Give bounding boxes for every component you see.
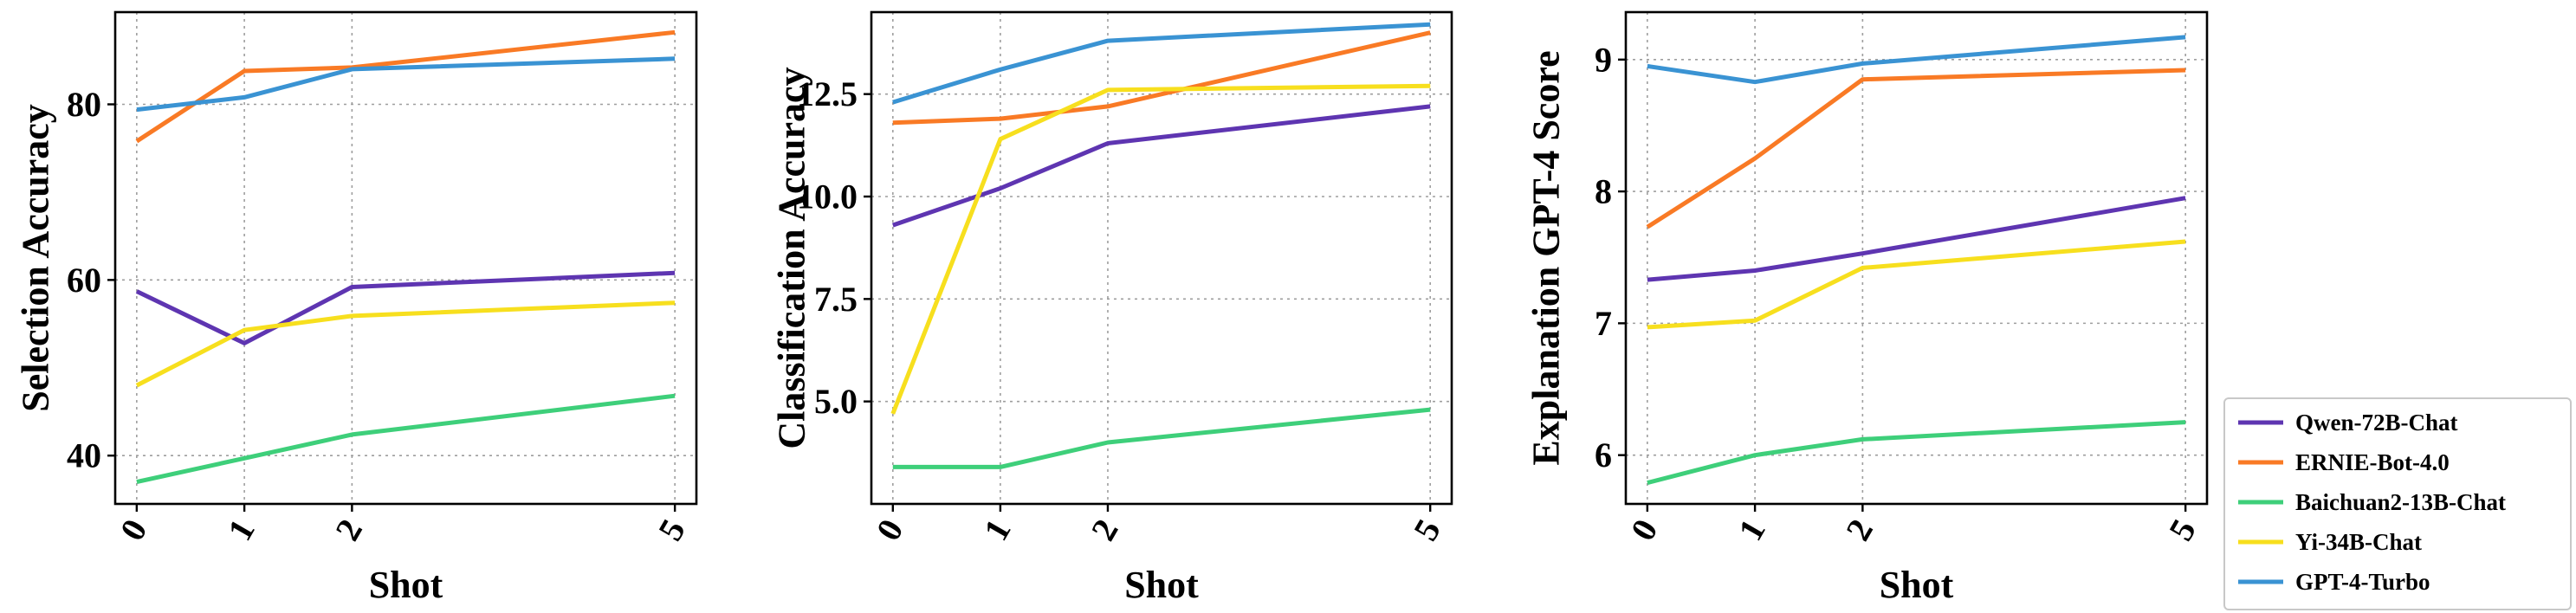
legend: Qwen-72B-Chat ERNIE-Bot-4.0 Baichuan2-13B-… [2223,397,2572,610]
legend-box [2223,397,2572,610]
x-axis-title: Shot [1124,564,1199,606]
series-line-yi-34b-chat [1647,239,2186,330]
x-tick-label: 5 [1406,513,1448,547]
plot-frame [1624,10,2209,506]
plot-frame [870,10,1453,506]
x-axis-title: Shot [369,564,443,606]
x-tick-label: 2 [327,513,370,547]
y-axis-title: Selection Accuracy [15,104,57,412]
x-tick-label: 5 [2161,513,2204,547]
chart-panel-3: 0 1 2 5 6 7 8 9 Shot Explanation GPT-4 Score [1525,10,2209,606]
x-tick-label: 0 [113,513,155,547]
y-tick-label: 8 [1595,172,1612,211]
y-tick-label: 80 [67,85,101,124]
plot-frame [113,10,698,506]
series-line-ernie-bot-4-0 [1646,68,2186,229]
y-tick-label: 10.0 [797,177,858,216]
series-line-baichuan2-13b-chat [892,407,1431,469]
series-line-gpt-4-turbo [136,56,676,113]
y-tick-label: 12.5 [797,74,858,113]
y-tick-label: 7.5 [814,280,858,319]
x-tick-label: 0 [1623,513,1666,547]
series-line-gpt-4-turbo [892,22,1431,105]
series-line-baichuan2-13b-chat [1647,420,2186,486]
series-line-gpt-4-turbo [1647,35,2186,85]
y-axis-title: Explanation GPT-4 Score [1525,50,1568,465]
y-tick-label: 60 [67,261,101,300]
series-line-yi-34b-chat [135,300,676,388]
series-line-qwen-72b-chat [891,104,1431,228]
series-line-baichuan2-13b-chat [136,393,676,485]
series-line-yi-34b-chat [890,83,1431,415]
legend-label: Yi-34B-Chat [2295,529,2422,555]
y-tick-label: 5.0 [814,382,858,421]
legend-label: Qwen-72B-Chat [2295,410,2458,436]
y-tick-label: 7 [1595,304,1612,343]
y-tick-label: 6 [1595,436,1612,474]
legend-label: Baichuan2-13B-Chat [2295,489,2506,515]
chart-panel-1: 0 1 2 5 40 60 80 Shot Selection Accuracy [15,10,698,606]
y-tick-label: 40 [67,436,101,475]
chart-panel-2: 0 1 2 5 5.0 7.5 10.0 12.5 Shot Classification Acc… [771,10,1453,606]
y-axis-title: Classification Accuracy [771,67,813,448]
legend-label: ERNIE-Bot-4.0 [2295,449,2450,475]
series-line-qwen-72b-chat [1647,196,2186,282]
legend-label: GPT-4-Turbo [2295,569,2430,595]
x-tick-label: 1 [1731,513,1773,547]
x-tick-label: 1 [976,513,1019,547]
x-tick-label: 2 [1838,513,1880,547]
series-line-ernie-bot-4-0 [135,29,676,144]
x-tick-label: 1 [220,513,262,547]
x-tick-label: 5 [650,513,693,547]
x-tick-label: 0 [869,513,911,547]
x-axis-title: Shot [1880,564,1954,606]
y-tick-label: 9 [1595,40,1612,79]
x-tick-label: 2 [1084,513,1126,547]
series-line-qwen-72b-chat [135,270,676,345]
